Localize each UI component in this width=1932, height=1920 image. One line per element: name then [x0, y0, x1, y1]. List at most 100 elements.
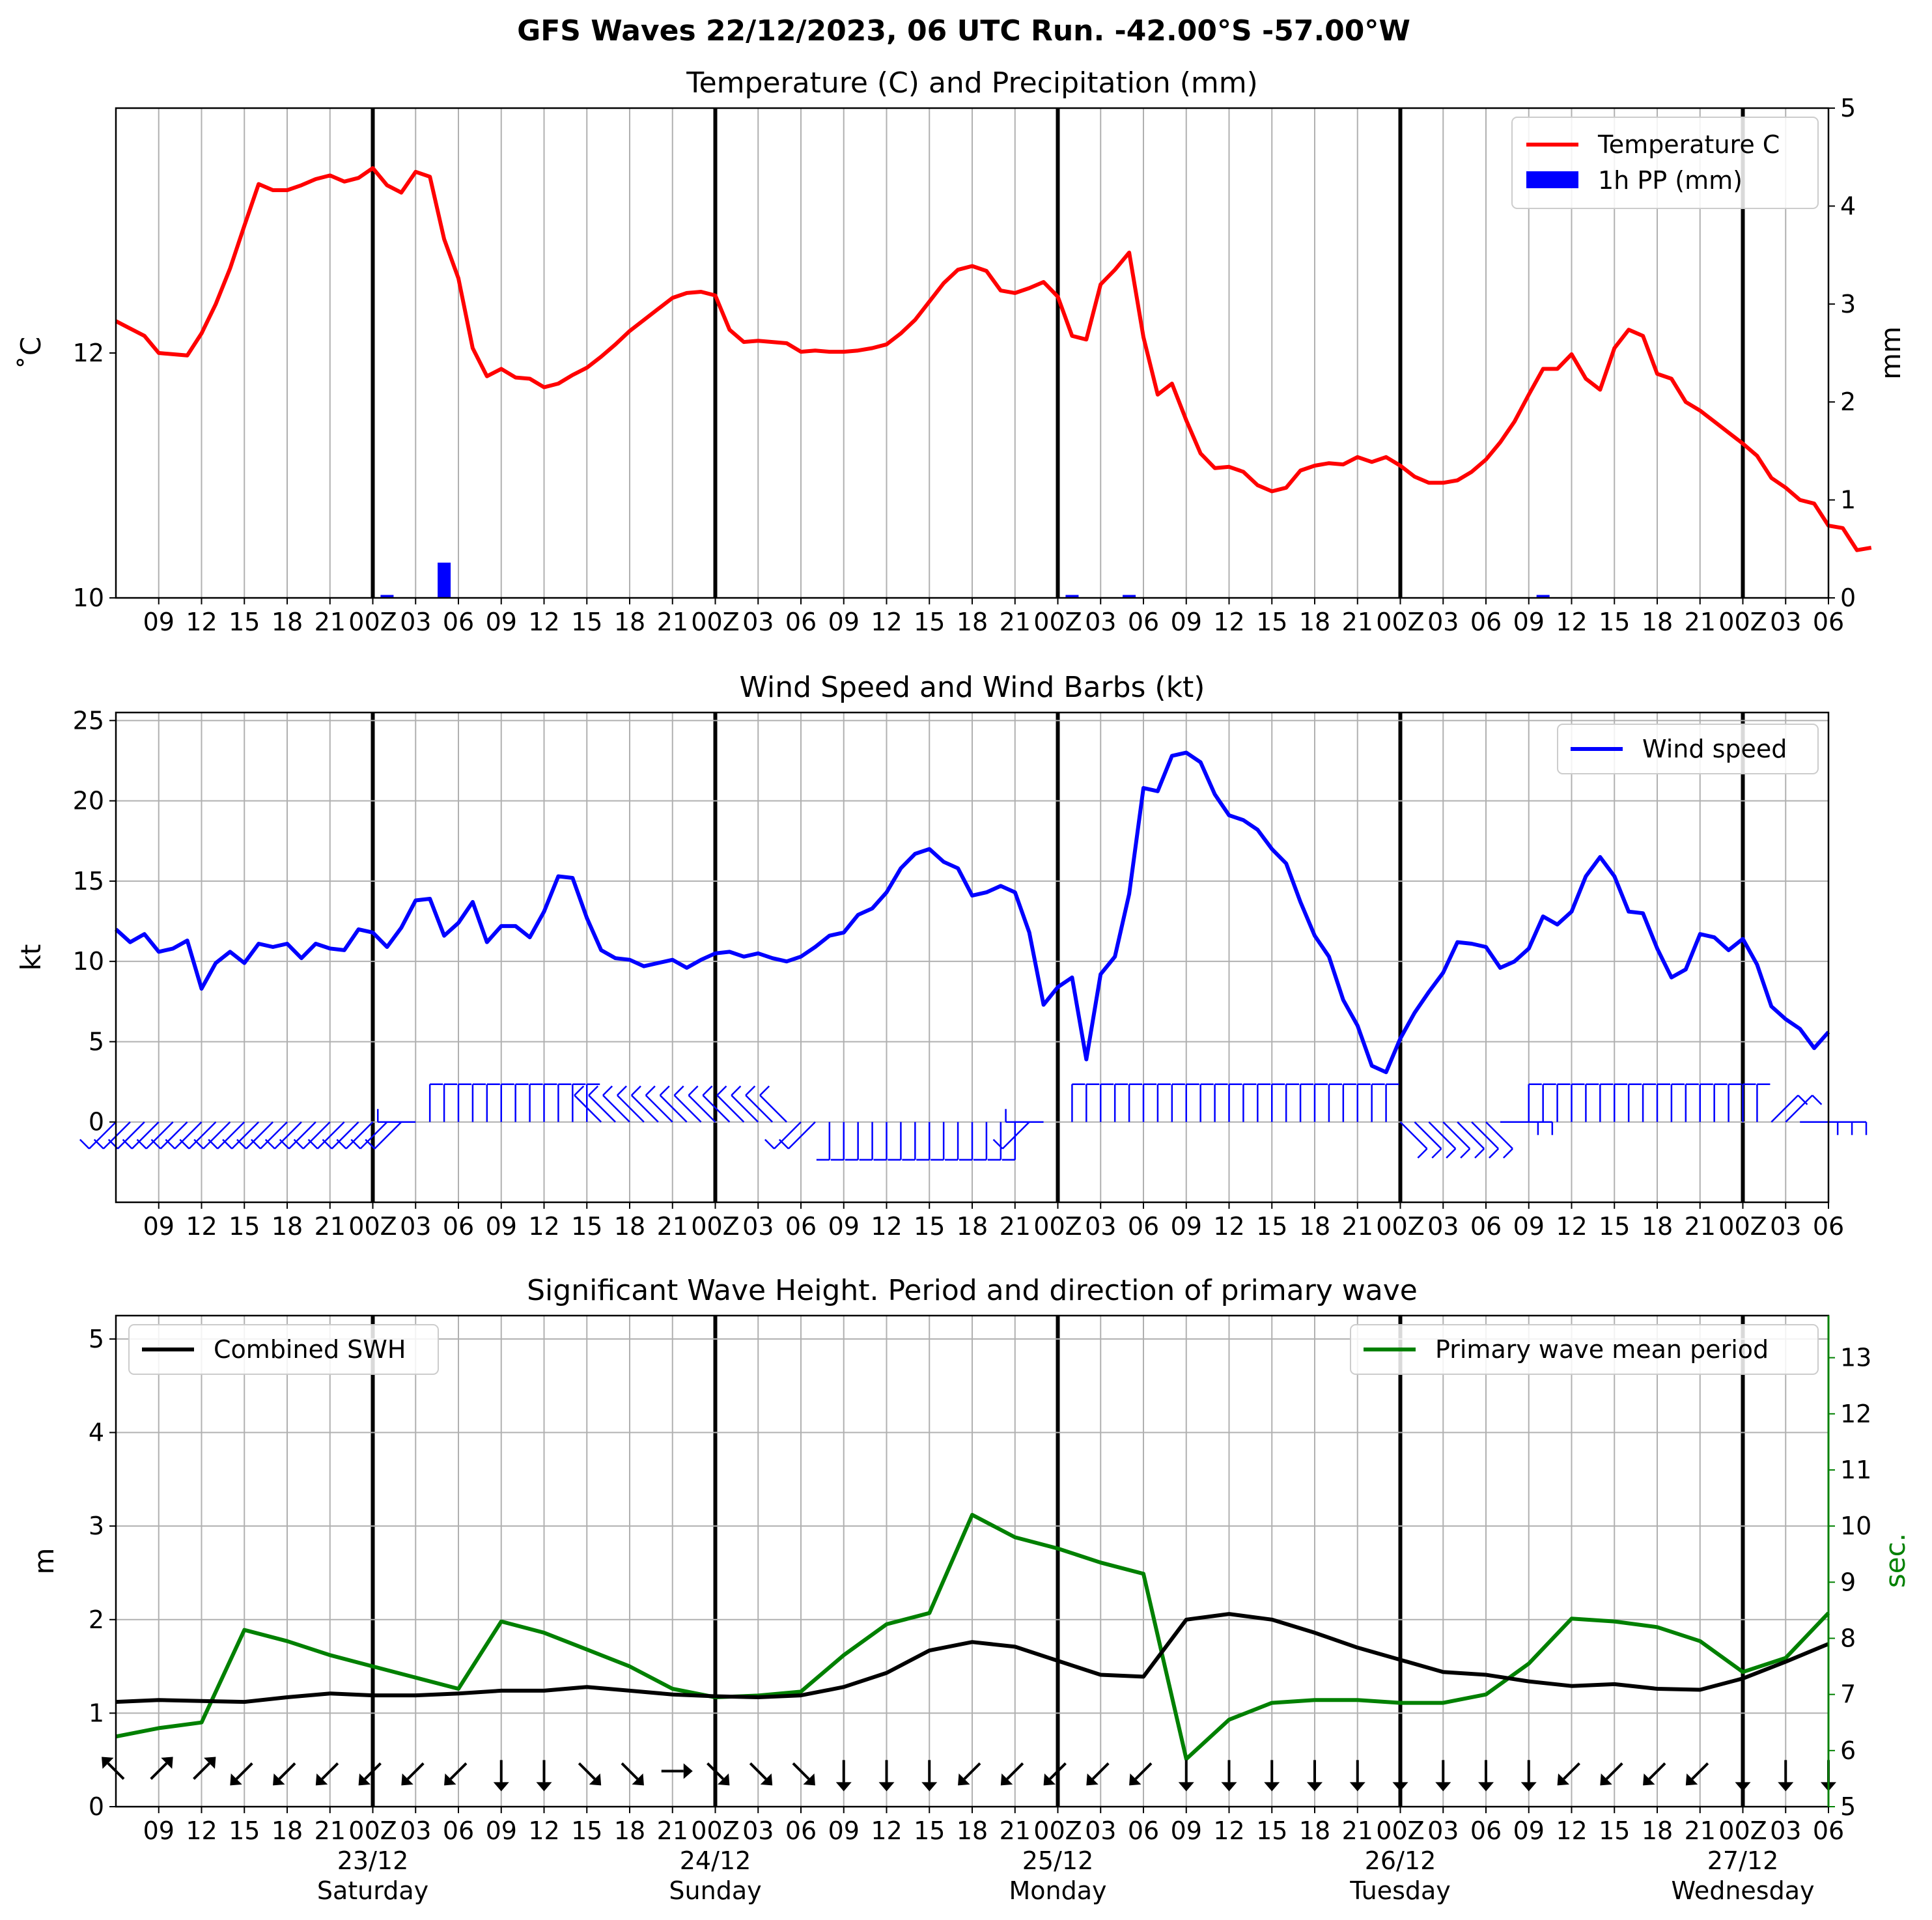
x-tick-label: 12: [1213, 1212, 1244, 1241]
x-tick-label: 06: [1813, 608, 1844, 636]
y-tick-label: 10: [73, 947, 104, 976]
precip-bar: [380, 595, 394, 598]
wind-panel: Wind Speed and Wind Barbs (kt) 0 5 10 15 20 25…: [15, 671, 1868, 1241]
wind-barb: [1285, 1083, 1300, 1122]
x-tick-label: 00Z: [1718, 1816, 1767, 1845]
wave-arrow-head: [921, 1782, 938, 1792]
x-tick-label: 09: [486, 1212, 517, 1241]
wind-barb: [1828, 1121, 1868, 1135]
wind-barb-flag: [731, 1085, 742, 1096]
wind-barb: [279, 1121, 316, 1150]
wind-barb-flag: [179, 1138, 190, 1150]
wave-arrow-shaft: [150, 1762, 168, 1780]
x-tick-label: 03: [400, 608, 431, 636]
wind-barb-staff: [245, 1121, 273, 1150]
x-tick-label: 09: [1513, 1212, 1545, 1241]
wind-barb: [1514, 1121, 1554, 1135]
wind-barb: [1228, 1083, 1242, 1122]
wave-arrow-head: [835, 1782, 852, 1792]
wind-barb: [630, 1085, 659, 1123]
x-tick-label: 21: [1000, 1212, 1031, 1241]
wind-barb-staff: [731, 1094, 759, 1123]
wind-barb: [873, 1122, 888, 1161]
wind-barb: [1185, 1083, 1199, 1122]
x-tick-label: 18: [614, 1816, 645, 1845]
x-tick-label: 12: [186, 608, 217, 636]
x-tick-label: 12: [528, 608, 559, 636]
x-tick-label: 15: [1256, 1816, 1287, 1845]
wave-arrow-head: [1643, 1773, 1655, 1786]
wave-arrow-head: [1264, 1782, 1280, 1792]
x-tick-label: 09: [1171, 1816, 1202, 1845]
wave-arrow-head: [878, 1782, 895, 1792]
x-tick-label: 18: [272, 1816, 303, 1845]
day-name-label: Saturday: [317, 1876, 428, 1905]
wind-barb: [759, 1085, 787, 1123]
x-tick-label: 09: [143, 1212, 175, 1241]
wind-barb: [1670, 1083, 1685, 1122]
wind-barb-flag: [150, 1138, 161, 1150]
x-tick-label: 09: [1171, 1212, 1202, 1241]
wind-barb: [457, 1083, 471, 1122]
wave-arrow-head: [1086, 1773, 1099, 1786]
x-tick-label: 00Z: [1033, 1816, 1082, 1845]
x-tick-label: 15: [1256, 608, 1287, 636]
y-right-tick-label: 0: [1840, 584, 1856, 612]
x-tick-label: 00Z: [1718, 608, 1767, 636]
wind-barb: [1257, 1083, 1271, 1122]
wind-barb: [945, 1122, 959, 1161]
wave-arrow-head: [1307, 1782, 1323, 1792]
x-tick-label: 21: [1000, 1816, 1031, 1845]
day-name-label: Monday: [1009, 1876, 1106, 1905]
wave-direction-arrow: [707, 1762, 730, 1786]
x-tick-label: 18: [1642, 608, 1673, 636]
wind-barb: [1528, 1083, 1542, 1122]
wind-barb-flag: [293, 1138, 304, 1150]
x-tick-label: 03: [1770, 1212, 1801, 1241]
legend-temperature-label: Temperature C: [1597, 130, 1780, 159]
x-tick-label: 21: [1685, 1212, 1716, 1241]
wave-arrow-head: [1735, 1782, 1751, 1792]
wave-direction-arrow: [1307, 1760, 1323, 1792]
wind-barb: [1005, 1108, 1044, 1123]
wind-barb-flag: [588, 1085, 599, 1096]
x-tick-label: 06: [443, 1816, 474, 1845]
x-tick-label: 15: [914, 608, 945, 636]
panel-title: Wind Speed and Wind Barbs (kt): [740, 671, 1205, 704]
wind-barb: [428, 1083, 443, 1122]
wind-barb-flag: [79, 1138, 90, 1150]
wind-barb: [1485, 1121, 1513, 1159]
wave-arrow-head: [632, 1773, 644, 1786]
wave-direction-arrow: [835, 1760, 852, 1792]
wind-barb-staff: [89, 1121, 117, 1150]
legend-box-period: [1350, 1324, 1819, 1375]
x-tick-label: 15: [229, 1212, 260, 1241]
y-tick-label: 0: [89, 1792, 104, 1821]
x-tick-label: 09: [828, 1212, 860, 1241]
wave-arrow-head: [1178, 1782, 1194, 1792]
x-tick-label: 00Z: [1376, 1212, 1424, 1241]
wind-barb: [1585, 1083, 1599, 1122]
x-tick-label: 00Z: [691, 1816, 739, 1845]
x-tick-label: 18: [1299, 608, 1330, 636]
x-tick-label: 03: [1085, 1212, 1116, 1241]
wave-arrow-shaft: [1563, 1762, 1580, 1780]
y-tick-label: 1: [89, 1699, 104, 1727]
wind-barb-flag: [122, 1138, 133, 1150]
wind-barb-staff: [1442, 1121, 1471, 1150]
wave-direction-arrow: [230, 1762, 253, 1786]
wind-barb: [1071, 1083, 1085, 1122]
wind-barb-staff: [574, 1094, 602, 1123]
y-tick-label: 15: [73, 867, 104, 896]
wind-barb-staff: [673, 1094, 702, 1123]
x-tick-label: 09: [1171, 608, 1202, 636]
wind-barb: [93, 1121, 131, 1150]
wind-barb: [1342, 1083, 1356, 1122]
wind-barb: [1728, 1083, 1742, 1122]
y-right-tick-label: 10: [1840, 1512, 1871, 1540]
wind-barb: [1428, 1121, 1457, 1159]
x-tick-label: 18: [957, 1816, 988, 1845]
x-tick-label: 12: [1213, 1816, 1244, 1845]
wave-direction-arrow: [1643, 1762, 1666, 1786]
wind-barb: [845, 1122, 859, 1161]
